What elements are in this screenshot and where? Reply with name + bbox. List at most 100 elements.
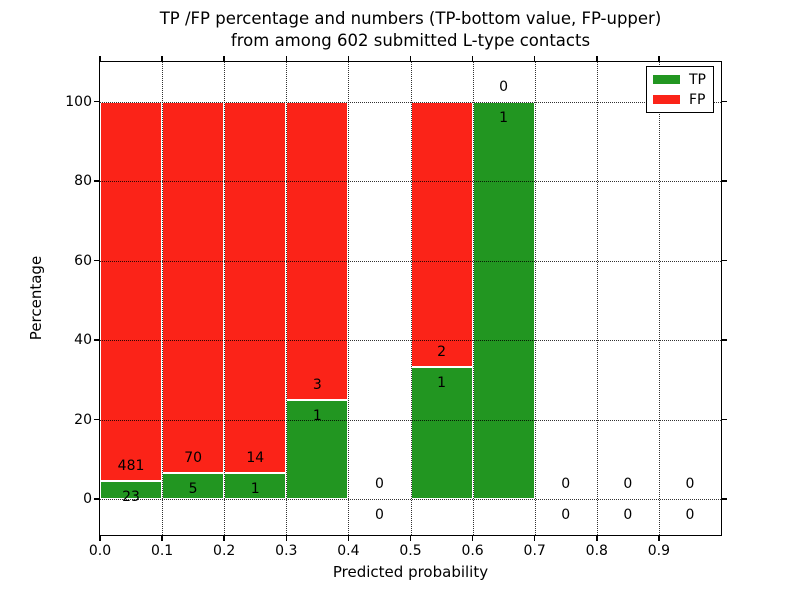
y-tick-mark: [94, 180, 100, 182]
y-tick-mark-right: [721, 418, 727, 421]
x-tick-label: 0.8: [585, 543, 608, 559]
bar-segment-fp: [286, 101, 349, 400]
x-tick-mark: [658, 535, 660, 541]
x-tick-label: 0.5: [399, 543, 422, 559]
x-tick-label: 0.4: [337, 543, 360, 559]
tp-count-label: 0: [374, 507, 384, 524]
x-tick-mark: [223, 535, 225, 541]
tp-count-label: 23: [122, 489, 140, 506]
tp-count-label: 5: [188, 480, 198, 497]
fp-legend-swatch: [653, 95, 680, 104]
v-gridline: [348, 62, 350, 535]
bar-segment-fp: [100, 101, 163, 482]
y-tick-mark-right: [721, 339, 727, 341]
tp-count-label: 1: [437, 374, 447, 391]
x-tick-mark: [161, 535, 163, 541]
bar-segment-tp: [224, 472, 287, 500]
legend-label: TP: [689, 71, 706, 88]
y-tick-mark: [94, 259, 100, 262]
tp-count-label: 1: [499, 109, 509, 126]
bar-segment-fp: [410, 101, 473, 367]
x-tick-mark: [99, 535, 101, 541]
x-tick-label: 0.3: [275, 543, 298, 559]
fp-count-label: 0: [561, 476, 571, 493]
plot-area: 481 23 70 5 14 1 3 1 0 0 2 1 0 1 0 0 0 0 0 0: [100, 62, 721, 535]
x-tick-mark-top: [99, 56, 101, 62]
x-tick-label: 0.1: [150, 543, 174, 559]
tp-count-label: 0: [623, 507, 633, 524]
x-tick-mark-top: [471, 56, 474, 62]
y-tick-mark-right: [721, 180, 727, 182]
x-tick-mark: [596, 535, 598, 541]
x-tick-mark-top: [533, 56, 536, 62]
bar-segment-tp: [100, 481, 163, 500]
tp-legend-swatch: [653, 75, 680, 84]
v-gridline: [410, 62, 412, 535]
y-tick-mark-right: [721, 259, 727, 262]
v-gridline: [658, 62, 660, 535]
v-gridline: [596, 62, 598, 535]
y-axis-label: Percentage: [27, 255, 45, 341]
y-tick-mark: [94, 339, 100, 341]
y-tick-mark-right: [721, 100, 727, 103]
tp-count-label: 0: [561, 507, 571, 524]
x-tick-label: 0.0: [88, 543, 112, 559]
x-tick-mark-top: [223, 56, 225, 62]
x-tick-label: 0.9: [647, 543, 671, 559]
chart-title: TP /FP percentage and numbers (TP-bottom…: [100, 8, 721, 52]
bar-segment-tp: [286, 399, 349, 500]
tp-count-label: 0: [685, 507, 695, 524]
y-tick-label: 40: [74, 332, 92, 349]
chart-title-line2: from among 602 submitted L-type contacts: [230, 31, 591, 50]
fp-count-label: 3: [312, 376, 322, 393]
v-gridline: [162, 62, 164, 535]
x-tick-mark-top: [161, 56, 163, 62]
fp-count-label: 0: [499, 78, 509, 95]
fp-count-label: 0: [685, 476, 695, 493]
x-tick-label: 0.2: [213, 543, 236, 559]
x-axis-label: Predicted probability: [332, 563, 489, 581]
legend-label: FP: [689, 91, 706, 108]
y-tick-label: 0: [83, 491, 92, 508]
x-tick-label: 0.7: [523, 543, 546, 559]
x-tick-mark: [285, 535, 288, 541]
v-gridline: [224, 62, 226, 535]
fp-count-label: 0: [374, 476, 384, 493]
tp-count-label: 1: [312, 407, 322, 424]
x-tick-mark-top: [347, 56, 350, 62]
x-tick-mark: [409, 535, 412, 541]
x-tick-mark-top: [658, 56, 660, 62]
y-tick-mark: [94, 498, 100, 500]
x-tick-mark-top: [409, 56, 412, 62]
y-tick-mark-right: [721, 498, 727, 500]
fp-count-label: 2: [437, 343, 447, 360]
tp-count-label: 1: [250, 480, 260, 497]
legend: TP FP: [646, 66, 714, 113]
y-tick-label: 60: [74, 252, 92, 269]
v-gridline: [472, 62, 474, 535]
legend-row: FP: [653, 92, 707, 108]
x-tick-mark: [347, 535, 350, 541]
y-tick-mark: [94, 418, 100, 421]
x-tick-mark: [471, 535, 474, 541]
bar-segment-tp: [162, 472, 225, 500]
y-tick-label: 20: [74, 411, 92, 428]
x-tick-mark-top: [285, 56, 288, 62]
y-tick-label: 100: [65, 93, 92, 110]
x-tick-label: 0.6: [461, 543, 484, 559]
fp-count-label: 0: [623, 476, 633, 493]
fp-count-label: 70: [184, 449, 203, 466]
bar-segment-fp: [162, 101, 225, 473]
y-tick-label: 80: [74, 173, 92, 190]
bar-segment-fp: [224, 101, 287, 473]
y-tick-mark: [94, 100, 100, 103]
bar-segment-tp: [472, 101, 535, 500]
legend-row: TP: [653, 72, 707, 88]
fp-count-label: 481: [117, 458, 145, 475]
v-gridline: [534, 62, 536, 535]
v-gridline: [286, 62, 288, 535]
fp-count-label: 14: [246, 449, 265, 466]
x-tick-mark-top: [596, 56, 598, 62]
chart-title-line1: TP /FP percentage and numbers (TP-bottom…: [159, 9, 662, 28]
